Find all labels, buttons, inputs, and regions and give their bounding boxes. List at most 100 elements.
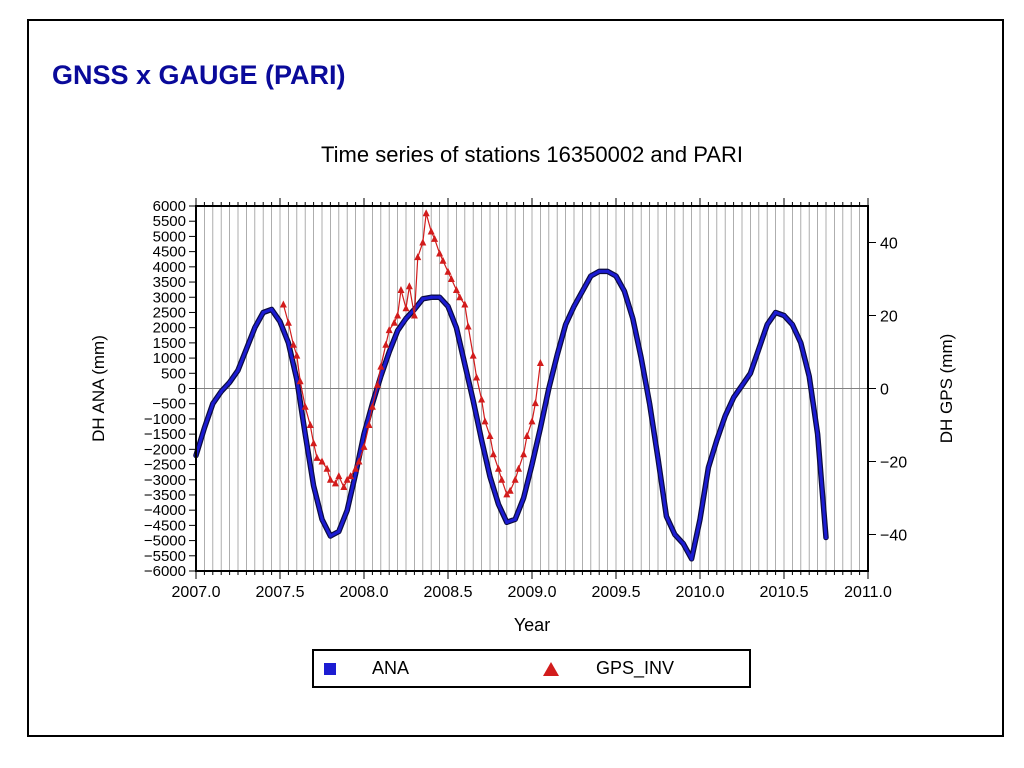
ana-point	[597, 269, 601, 273]
y-tick-label: 4000	[153, 259, 186, 276]
y2-tick-label: 40	[880, 236, 898, 253]
gps-inv-point	[528, 417, 536, 425]
ana-point	[799, 341, 803, 345]
ana-point	[816, 432, 820, 436]
gps-inv-point	[419, 238, 427, 246]
ana-point	[606, 269, 610, 273]
ana-point	[236, 368, 240, 372]
legend-label: ANA	[372, 658, 410, 678]
ana-point	[429, 295, 433, 299]
ana-series-line	[194, 269, 828, 561]
x-tick-label: 2007.5	[256, 584, 305, 601]
ana-point	[337, 529, 341, 533]
gps-inv-point	[306, 421, 314, 428]
ana-point	[362, 432, 366, 436]
gps-inv-point	[481, 417, 489, 425]
ana-point	[580, 289, 584, 293]
x-tick-label: 2009.5	[592, 584, 641, 601]
gps-inv-point	[352, 464, 360, 472]
ana-point	[328, 534, 332, 538]
ana-point	[555, 353, 559, 357]
legend-item-ana: ANA	[324, 651, 409, 686]
ana-point	[765, 323, 769, 327]
gps-inv-point	[313, 453, 321, 461]
gps-inv-point	[385, 326, 393, 334]
y-tick-label: 1000	[153, 350, 186, 367]
y-tick-label: −3500	[144, 487, 186, 504]
y-tick-label: 3500	[153, 274, 186, 291]
ana-point	[345, 508, 349, 512]
y-tick-label: −4500	[144, 517, 186, 534]
ana-point	[270, 307, 274, 311]
y-tick-label: −5500	[144, 548, 186, 565]
ana-point	[320, 517, 324, 521]
ana-point	[790, 323, 794, 327]
ana-point	[253, 326, 257, 330]
ana-point	[690, 557, 694, 561]
ana-point	[421, 297, 425, 301]
gps-inv-point	[520, 450, 528, 458]
gps-inv-point	[368, 402, 376, 410]
ana-point	[807, 374, 811, 378]
ana-point	[723, 414, 727, 418]
y-axis-label: DH ANA (mm)	[89, 335, 108, 442]
gps-inv-point	[296, 377, 304, 385]
x-tick-label: 2008.0	[340, 584, 389, 601]
y-tick-label: −3000	[144, 472, 186, 489]
y-tick-label: −6000	[144, 563, 186, 580]
ana-point	[748, 371, 752, 375]
gps-inv-point	[301, 402, 309, 410]
y-tick-label: 6000	[153, 198, 186, 215]
ana-point	[261, 310, 265, 314]
gps-inv-point	[473, 373, 481, 381]
gps-inv-point	[452, 285, 460, 293]
gps-inv-point	[390, 318, 398, 326]
ana-point	[446, 304, 450, 308]
ana-point	[228, 380, 232, 384]
ana-point	[278, 320, 282, 324]
gps-inv-point	[377, 362, 385, 370]
ana-point	[656, 456, 660, 460]
ana-point	[572, 304, 576, 308]
gps-inv-point	[284, 318, 292, 326]
legend-swatch-square-icon	[324, 662, 336, 675]
ana-point	[732, 396, 736, 400]
ana-point	[396, 329, 400, 333]
y-tick-label: −4000	[144, 502, 186, 519]
gps-inv-point	[515, 464, 523, 472]
gps-inv-point	[402, 304, 410, 312]
y2-tick-label: −40	[880, 528, 907, 545]
ana-point	[614, 274, 618, 278]
y-tick-label: −2500	[144, 457, 186, 474]
ana-point	[639, 356, 643, 360]
chart-title: Time series of stations 16350002 and PAR…	[321, 142, 743, 167]
ana-point	[513, 517, 517, 521]
gps-inv-point	[326, 475, 334, 483]
ana-point	[589, 274, 593, 278]
ana-point	[303, 432, 307, 436]
gps-inv-point	[323, 464, 331, 472]
y-tick-label: 5000	[153, 228, 186, 245]
ana-point	[454, 326, 458, 330]
ana-point	[530, 463, 534, 467]
ana-point	[496, 502, 500, 506]
y-tick-label: 500	[161, 365, 186, 382]
gps-inv-point	[331, 479, 339, 487]
ana-point	[244, 347, 248, 351]
gps-inv-point	[489, 450, 497, 458]
gps-inv-point	[456, 293, 464, 301]
x-tick-label: 2011.0	[844, 584, 892, 601]
gps-inv-point	[414, 253, 422, 261]
ana-point	[698, 517, 702, 521]
y-tick-label: 1500	[153, 335, 186, 352]
ana-point	[547, 387, 551, 390]
y-tick-label: −5000	[144, 533, 186, 550]
x-axis-label: Year	[514, 615, 550, 635]
gps-inv-point	[469, 351, 477, 359]
ana-point	[211, 402, 215, 406]
ana-point	[715, 438, 719, 442]
ana-point	[480, 438, 484, 442]
x-tick-label: 2010.0	[676, 584, 725, 601]
gps-inv-point	[447, 275, 455, 282]
ana-point	[673, 533, 677, 536]
